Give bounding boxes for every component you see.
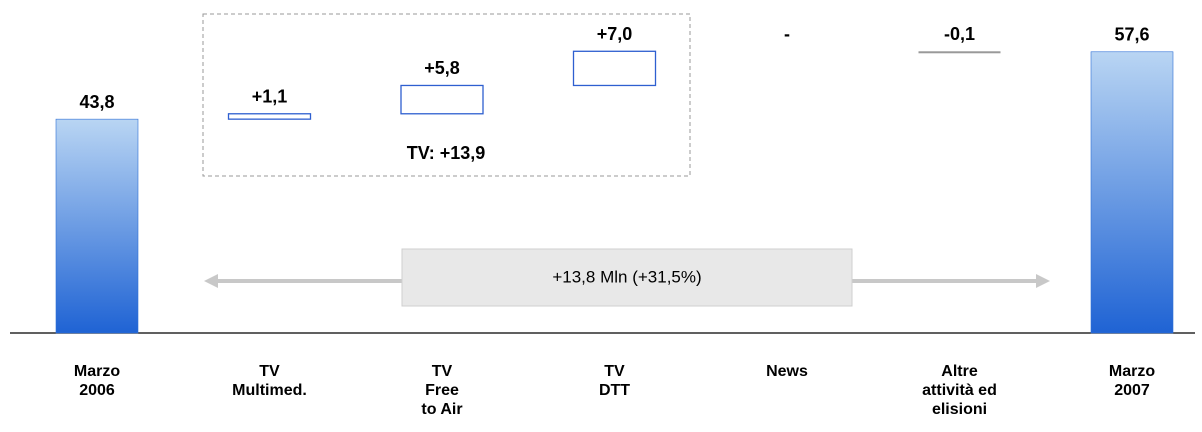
increase-bar xyxy=(227,113,312,120)
value-label: 43,8 xyxy=(79,92,114,112)
value-label: 57,6 xyxy=(1114,25,1149,45)
group-box xyxy=(202,13,691,177)
decrease-bar xyxy=(918,51,1001,54)
value-label: +5,8 xyxy=(424,58,460,78)
x-tick-label: Marzo 2006 xyxy=(74,363,120,399)
x-tick-label: News xyxy=(766,363,808,380)
value-label: -0,1 xyxy=(944,24,975,44)
change-label: +13,8 Mln (+31,5%) xyxy=(552,267,701,286)
x-tick-label: TV Free to Air xyxy=(421,363,462,418)
value-label: +7,0 xyxy=(597,24,633,44)
x-tick-label: TV DTT xyxy=(599,363,630,399)
x-tick-label: Marzo 2007 xyxy=(1109,363,1155,399)
total-bar xyxy=(55,118,139,334)
value-label: +1,1 xyxy=(252,87,288,107)
x-tick-label: TV Multimed. xyxy=(232,363,307,399)
group-total: TV: +13,9 xyxy=(407,143,486,163)
increase-bar xyxy=(400,84,484,115)
change-box xyxy=(401,248,853,307)
x-tick-label: Altre attività ed elisioni xyxy=(922,363,997,418)
arrow-head xyxy=(204,274,218,288)
increase-bar xyxy=(572,50,657,87)
arrow-head xyxy=(1036,274,1050,288)
total-bar xyxy=(1090,51,1174,334)
value-label: - xyxy=(784,24,790,44)
